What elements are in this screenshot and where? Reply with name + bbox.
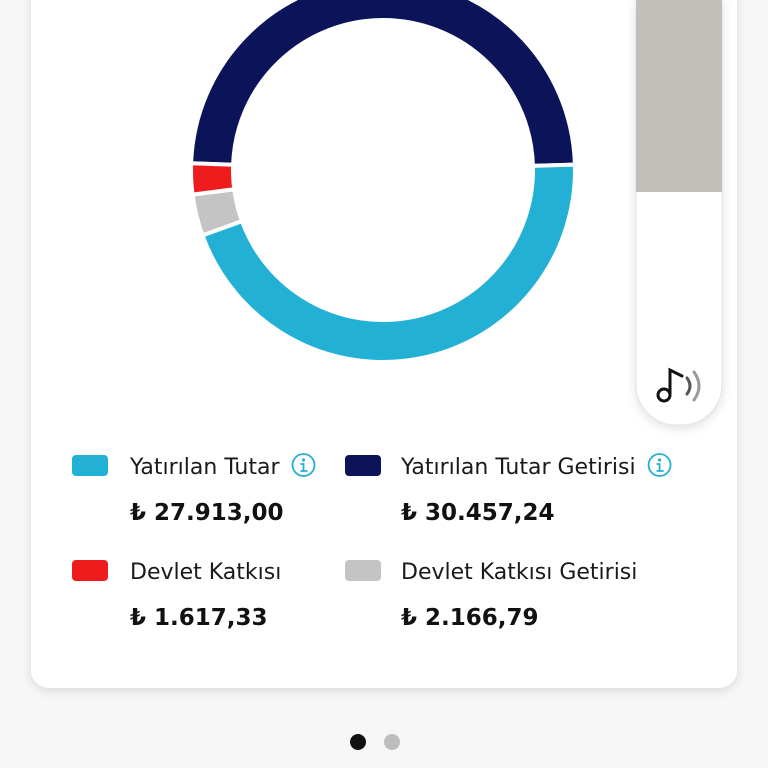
legend-amount: ₺ 1.617,33 — [130, 605, 268, 631]
legend-swatch — [72, 455, 108, 476]
info-icon[interactable] — [647, 453, 672, 477]
sound-icon[interactable] — [656, 367, 701, 403]
info-dot[interactable] — [657, 458, 662, 462]
legend-amount: ₺ 2.166,79 — [401, 605, 539, 631]
legend-label: Yatırılan Tutar — [129, 455, 280, 480]
info-circle[interactable] — [291, 453, 316, 477]
legend-item: Yatırılan Tutar Getirisi ₺ 30.457,24 — [345, 453, 672, 526]
legend-amount: ₺ 30.457,24 — [401, 500, 555, 526]
legend-label: Devlet Katkısı — [130, 560, 281, 585]
legend-item: Devlet Katkısı Getirisi ₺ 2.166,79 — [345, 560, 637, 631]
legend-swatch — [345, 455, 381, 476]
page-dot-active[interactable] — [350, 734, 366, 750]
legend-label: Devlet Katkısı Getirisi — [401, 560, 637, 585]
info-dot[interactable] — [301, 458, 306, 462]
donut-chart — [189, 0, 577, 364]
legend-item: Yatırılan Tutar ₺ 27.913,00 — [72, 453, 316, 526]
legend-item: Devlet Katkısı ₺ 1.617,33 — [72, 560, 281, 631]
legend-label: Yatırılan Tutar Getirisi — [400, 455, 636, 480]
info-stem[interactable] — [300, 463, 308, 472]
page-dot[interactable] — [384, 734, 400, 750]
info-circle[interactable] — [647, 453, 672, 477]
info-icon[interactable] — [291, 453, 316, 477]
legend-swatch — [345, 560, 381, 581]
legend-swatch — [72, 560, 108, 581]
info-stem[interactable] — [656, 463, 664, 472]
slider-fill — [636, 0, 722, 192]
legend-amount: ₺ 27.913,00 — [130, 500, 284, 526]
donut-segment — [199, 162, 577, 364]
donut-segment — [189, 0, 577, 168]
volume-slider[interactable] — [635, 0, 723, 426]
donut-segment — [189, 161, 237, 197]
